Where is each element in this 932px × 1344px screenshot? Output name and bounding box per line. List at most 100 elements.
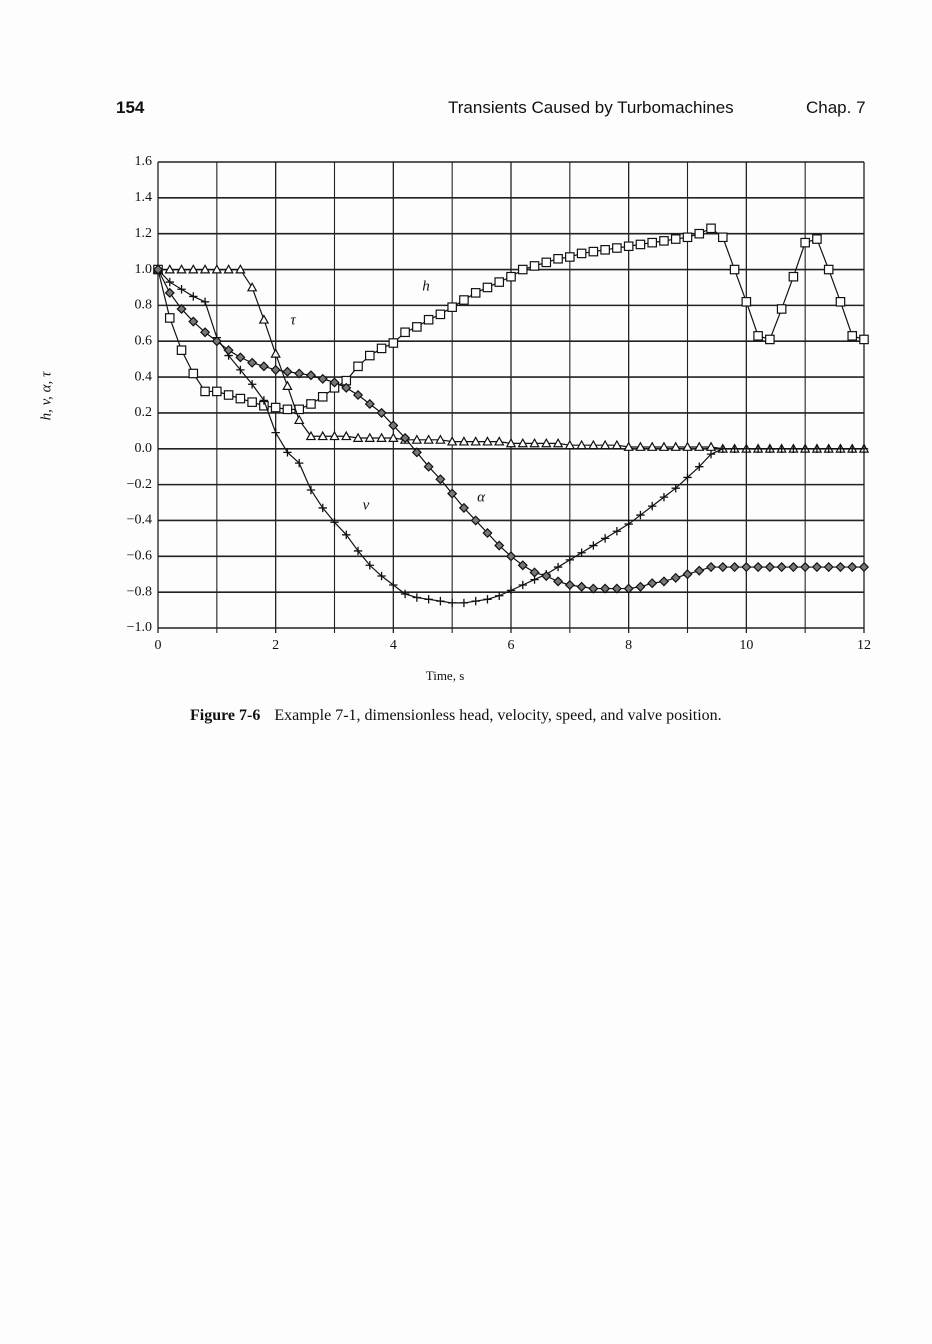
marker <box>648 501 657 511</box>
y-tick-label: 0.0 <box>135 441 153 456</box>
marker <box>517 560 528 571</box>
marker <box>377 571 386 581</box>
marker <box>564 439 576 450</box>
marker <box>435 309 446 320</box>
marker <box>293 414 305 425</box>
marker <box>353 361 363 372</box>
marker <box>589 541 598 550</box>
marker <box>235 352 246 363</box>
marker <box>341 430 352 441</box>
marker <box>223 264 234 274</box>
marker <box>518 580 527 590</box>
marker <box>552 437 564 448</box>
marker <box>212 386 222 397</box>
marker <box>436 596 445 606</box>
marker <box>636 510 645 520</box>
marker <box>176 303 187 315</box>
marker <box>482 527 493 539</box>
y-axis-label: h, v, α, τ <box>38 371 54 420</box>
marker <box>529 437 540 448</box>
marker <box>577 548 586 557</box>
marker <box>823 264 834 275</box>
marker <box>235 393 246 404</box>
marker <box>294 368 305 379</box>
marker <box>553 576 564 587</box>
marker <box>694 565 705 576</box>
marker <box>471 596 480 606</box>
marker <box>494 436 505 446</box>
marker <box>189 292 198 301</box>
y-tick-label: −0.4 <box>127 513 152 528</box>
marker <box>305 370 317 381</box>
marker <box>388 338 399 348</box>
marker <box>670 572 681 583</box>
x-tick-label: 6 <box>508 638 515 653</box>
marker <box>317 430 328 441</box>
marker <box>200 386 210 397</box>
marker <box>671 484 680 493</box>
marker <box>824 444 833 453</box>
marker <box>388 420 399 431</box>
marker <box>376 407 387 418</box>
marker <box>683 473 692 482</box>
series-label: v <box>363 497 370 513</box>
y-tick-label: −1.0 <box>127 620 152 635</box>
marker <box>646 441 658 451</box>
x-tick-label: 2 <box>272 638 279 653</box>
marker <box>588 583 599 594</box>
marker <box>836 444 845 453</box>
y-tick-label: −0.8 <box>127 584 152 599</box>
marker <box>624 519 633 529</box>
marker <box>682 232 693 243</box>
marker <box>612 243 622 253</box>
marker <box>318 503 327 513</box>
marker <box>800 562 811 573</box>
marker <box>529 567 540 578</box>
marker <box>611 439 623 450</box>
y-tick-label: 1.0 <box>135 262 153 277</box>
marker <box>588 439 599 450</box>
marker <box>765 334 775 345</box>
marker <box>812 444 822 453</box>
y-tick-label: 0.6 <box>135 333 153 348</box>
marker <box>694 441 705 451</box>
page-number: 154 <box>116 98 145 117</box>
marker <box>223 345 234 356</box>
marker <box>164 264 175 274</box>
marker <box>423 314 434 325</box>
marker <box>435 434 446 444</box>
marker <box>400 327 410 338</box>
marker <box>505 551 517 562</box>
y-tick-label: −0.6 <box>127 549 152 564</box>
marker <box>706 449 716 459</box>
marker <box>788 271 799 282</box>
marker <box>306 485 316 495</box>
marker <box>670 441 681 451</box>
marker <box>612 527 622 536</box>
x-tick-label: 4 <box>390 638 397 653</box>
marker <box>835 562 846 573</box>
marker <box>423 461 434 472</box>
marker <box>188 316 199 327</box>
marker <box>847 562 858 573</box>
marker <box>705 562 717 573</box>
caption: Figure 7-6 Example 7-1, dimensionless hea… <box>190 705 798 726</box>
marker <box>553 253 563 264</box>
marker <box>470 288 481 298</box>
marker <box>412 322 422 332</box>
marker <box>424 595 433 604</box>
marker <box>200 297 210 306</box>
marker <box>588 246 599 257</box>
marker <box>270 348 281 358</box>
marker <box>717 232 728 243</box>
marker <box>811 562 822 573</box>
y-tick-label: 1.2 <box>135 226 153 241</box>
marker <box>317 391 328 402</box>
marker <box>859 444 869 453</box>
marker <box>152 264 164 275</box>
marker <box>271 428 280 437</box>
marker <box>329 430 340 441</box>
marker <box>247 397 257 407</box>
marker <box>306 399 316 409</box>
marker <box>364 432 376 442</box>
